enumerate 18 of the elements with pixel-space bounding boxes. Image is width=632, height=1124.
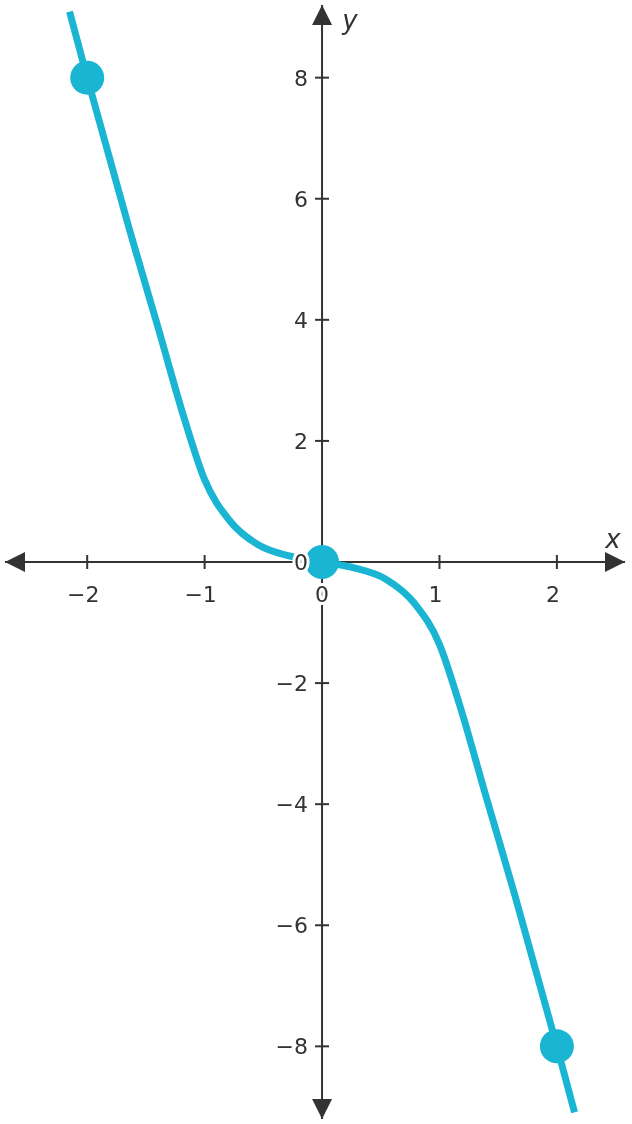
- x-tick-label: 2: [545, 582, 560, 607]
- y-tick-label: −8: [275, 1034, 309, 1060]
- y-tick-label: 8: [294, 65, 309, 91]
- y-tick-label: 0: [294, 550, 309, 575]
- y-tick-label: −2: [275, 671, 309, 697]
- x-tick-label: −1: [184, 582, 217, 607]
- point: [70, 60, 105, 95]
- y-tick-label: 4: [294, 307, 309, 333]
- y-tick-label: 6: [294, 186, 309, 212]
- y-tick-label: 2: [294, 428, 309, 454]
- x-axis-title: x: [604, 524, 622, 554]
- x-tick-label: 1: [428, 582, 443, 607]
- y-tick-label: −6: [275, 913, 309, 939]
- x-tick-label: −2: [66, 582, 100, 607]
- point: [305, 545, 340, 579]
- y-axis-title: y: [341, 5, 359, 35]
- y-tick-label: −4: [275, 792, 309, 818]
- point: [539, 1029, 574, 1064]
